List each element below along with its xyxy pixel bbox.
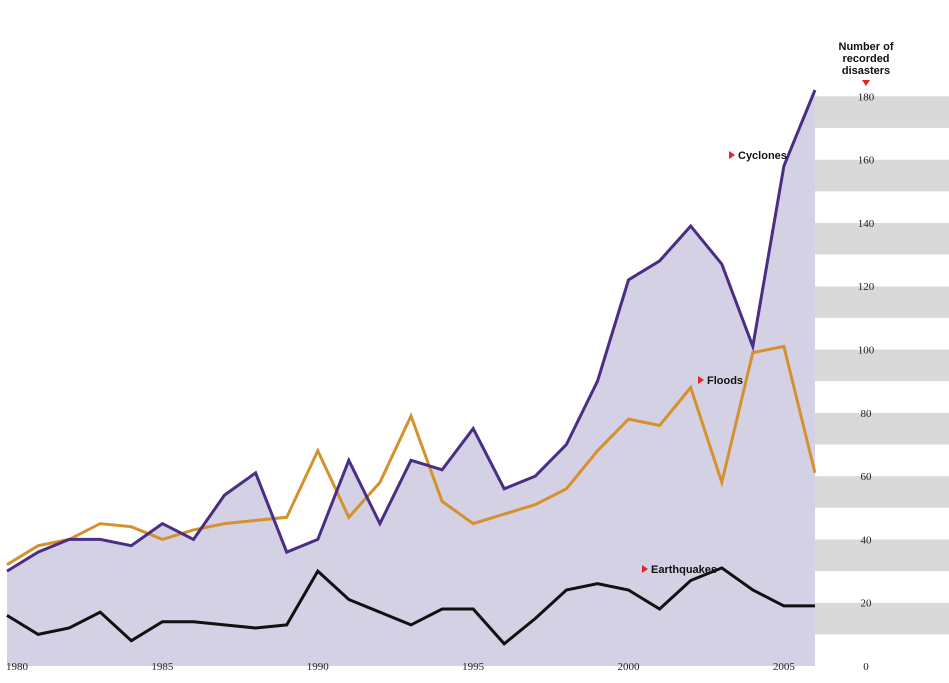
y-axis-title-line: recorded (842, 53, 889, 65)
y-tick-label: 180 (858, 91, 875, 103)
x-tick-label: 1990 (307, 661, 330, 673)
axis-band (815, 159, 949, 192)
cyclones-area (7, 90, 815, 666)
series-label-arrow-icon (642, 565, 648, 573)
axis-band (815, 412, 949, 445)
series-label-arrow-icon (698, 376, 704, 384)
y-tick-label: 40 (861, 534, 873, 546)
cyclones-area-fill (7, 90, 815, 666)
axis-band (815, 191, 949, 223)
axis-band (815, 96, 949, 128)
y-tick-label: 0 (863, 661, 869, 673)
y-tick-label: 140 (858, 218, 875, 230)
axis-band (815, 254, 949, 287)
y-tick-labels: 0 20 40 60 80 100 120 140 160 180 (858, 91, 875, 673)
y-axis-arrow-icon (862, 80, 870, 86)
x-tick-label: 1985 (151, 661, 174, 673)
x-tick-label: 2005 (773, 661, 796, 673)
y-axis-bands (815, 96, 949, 666)
y-tick-label: 120 (858, 281, 875, 293)
axis-band (815, 571, 949, 603)
y-tick-label: 60 (861, 471, 873, 483)
axis-band (815, 222, 949, 255)
axis-band (815, 507, 949, 540)
x-tick-label: 1980 (6, 661, 29, 673)
floods-label: Floods (707, 375, 743, 387)
x-tick-label: 1995 (462, 661, 485, 673)
y-tick-label: 160 (858, 155, 875, 167)
axis-band (815, 602, 949, 635)
axis-band (815, 634, 949, 666)
axis-band (815, 317, 949, 350)
y-tick-label: 80 (861, 408, 873, 420)
y-tick-label: 20 (861, 598, 873, 610)
floods-line (6, 344, 817, 566)
axis-band (815, 381, 949, 413)
axis-band (815, 444, 949, 477)
y-tick-label: 100 (858, 345, 875, 357)
y-axis-title-line: Number of (839, 41, 894, 53)
x-tick-label: 2000 (618, 661, 641, 673)
axis-band (815, 476, 949, 508)
series-labels: Cyclones Floods Earthquakes (642, 150, 787, 576)
axis-band (815, 539, 949, 572)
earthquakes-line (6, 566, 815, 646)
cyclones-line (6, 89, 817, 573)
x-tick-labels: 1980 1985 1990 1995 2000 2005 (6, 661, 795, 673)
series-label-arrow-icon (729, 151, 735, 159)
y-axis-title-line: disasters (842, 65, 890, 77)
earthquakes-label: Earthquakes (651, 564, 717, 576)
axis-band (815, 127, 949, 160)
axis-band (815, 349, 949, 382)
axis-band (815, 286, 949, 318)
series-lines (6, 89, 817, 646)
cyclones-label: Cyclones (738, 150, 787, 162)
